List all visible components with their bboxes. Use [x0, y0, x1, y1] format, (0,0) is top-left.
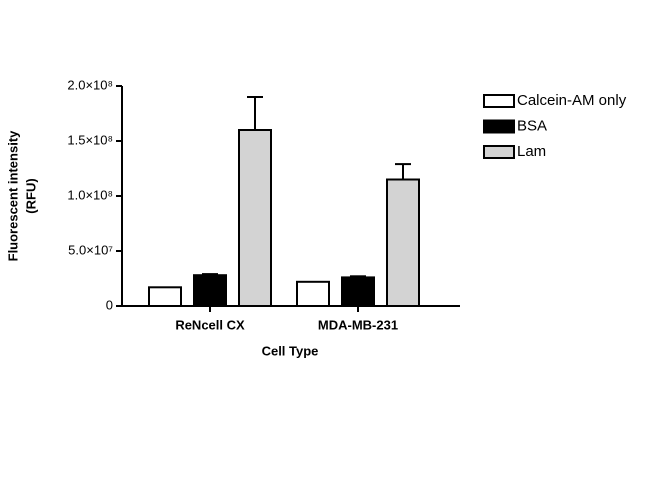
- legend-label: Calcein-AM only: [517, 92, 627, 109]
- bar: [341, 276, 375, 307]
- y-tick-label: 1.0×10⁸: [67, 187, 113, 202]
- y-tick-label: 2.0×10⁸: [67, 77, 113, 92]
- bar: [193, 274, 227, 308]
- bar: [386, 178, 420, 307]
- legend-swatch: [483, 119, 515, 134]
- legend-label: Lam: [517, 143, 546, 160]
- bar: [148, 286, 182, 307]
- y-axis-title: Fluorescent intensity (RFU): [5, 130, 38, 262]
- bar: [238, 129, 272, 307]
- x-tick-label: ReNcell CX: [175, 317, 245, 332]
- y-tick-label: 5.0×10⁷: [68, 242, 113, 257]
- x-axis-title: Cell Type: [262, 343, 319, 358]
- y-axis-title-line: Fluorescent intensity: [5, 130, 20, 262]
- y-tick-label: 1.5×10⁸: [67, 132, 113, 147]
- y-axis-title-line: (RFU): [23, 178, 38, 213]
- legend-swatch: [483, 145, 515, 159]
- y-tick-label: 0: [106, 297, 113, 312]
- x-tick-label: MDA-MB-231: [318, 317, 398, 332]
- legend-swatch: [483, 94, 515, 108]
- legend-label: BSA: [517, 117, 547, 134]
- bar: [296, 280, 330, 307]
